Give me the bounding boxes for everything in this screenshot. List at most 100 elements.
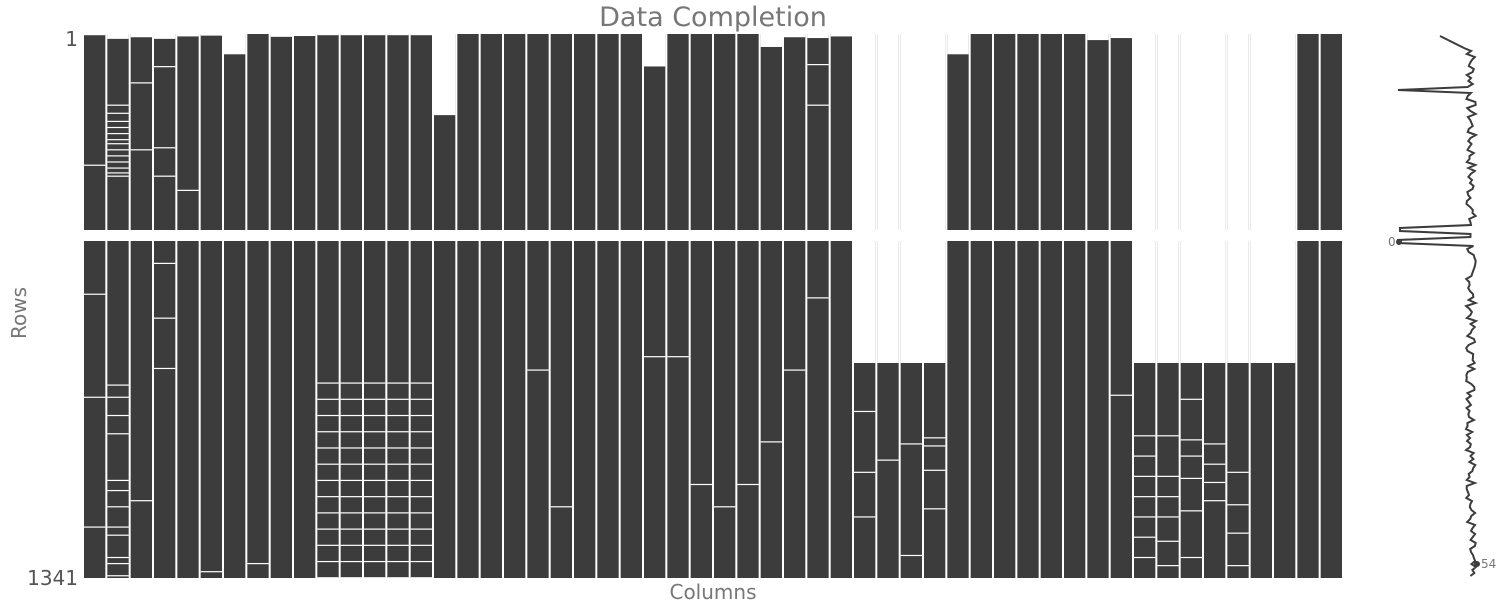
missing-block	[1204, 481, 1226, 484]
missing-block	[270, 34, 292, 37]
missing-block	[644, 356, 666, 358]
missing-block	[317, 577, 339, 579]
sparkline-max-marker	[1474, 561, 1480, 567]
missing-block	[1157, 540, 1179, 542]
missing-block	[784, 369, 806, 371]
missing-block	[364, 431, 386, 433]
missing-block	[1087, 34, 1109, 41]
missing-block	[107, 143, 129, 145]
matrix-column-27	[690, 34, 712, 578]
missing-block	[154, 175, 176, 177]
matrix-column-30	[760, 34, 782, 578]
missing-block	[84, 396, 106, 398]
y-tick-first: 1	[65, 27, 78, 51]
missing-block	[84, 526, 106, 528]
missing-block	[177, 34, 199, 37]
chart-title: Data Completion	[599, 2, 827, 33]
missing-block	[107, 126, 129, 129]
missing-block	[877, 459, 899, 461]
matrix-column-9	[270, 34, 292, 578]
missing-block	[317, 544, 339, 546]
matrix-column-3	[130, 34, 152, 578]
missing-block	[364, 512, 386, 514]
missing-block	[107, 104, 129, 106]
missing-block	[364, 479, 386, 482]
matrix-column-41	[1017, 34, 1039, 578]
missing-block	[317, 560, 339, 563]
missing-block	[714, 506, 736, 508]
missing-block	[527, 369, 549, 371]
missing-block	[1180, 477, 1202, 480]
missing-block	[387, 398, 409, 400]
missing-block	[1134, 455, 1156, 457]
missing-block	[154, 262, 176, 264]
matrix-column-16	[434, 34, 456, 578]
missing-block	[1204, 500, 1226, 502]
matrix-column-6	[200, 34, 222, 578]
matrix-column-40	[994, 34, 1016, 578]
missing-block	[387, 560, 409, 563]
missing-block	[317, 414, 339, 417]
missing-block	[1157, 435, 1179, 437]
missing-block	[224, 34, 246, 55]
matrix-column-12	[340, 34, 362, 578]
matrix-column-43	[1064, 34, 1086, 578]
missing-block	[107, 575, 129, 577]
missing-block	[1180, 510, 1202, 512]
missing-block	[784, 34, 806, 38]
missing-block	[107, 167, 129, 169]
matrix-column-23	[597, 34, 619, 578]
matrix-column-25	[644, 34, 666, 578]
missing-block	[107, 526, 129, 528]
missing-block	[387, 414, 409, 417]
missing-block	[340, 496, 362, 498]
missing-block	[340, 528, 362, 530]
missing-block	[364, 414, 386, 417]
missing-block	[854, 34, 876, 363]
missing-block	[247, 562, 269, 565]
missing-block	[294, 34, 316, 37]
matrix-column-13	[364, 34, 386, 578]
missing-block	[154, 317, 176, 319]
missing-block	[410, 479, 432, 482]
matrix-column-14	[387, 34, 409, 578]
missing-block	[364, 544, 386, 546]
sparkline-min-label: 0	[1388, 235, 1396, 249]
matrix-column-17	[457, 34, 479, 578]
missing-block	[387, 479, 409, 482]
missing-block	[340, 431, 362, 433]
missing-block	[387, 382, 409, 384]
missing-block	[690, 483, 712, 486]
missing-block	[200, 571, 222, 573]
matrix-column-28	[714, 34, 736, 578]
missing-block	[900, 34, 922, 363]
missing-block	[410, 382, 432, 384]
row-separator	[84, 230, 1344, 241]
missing-block	[760, 441, 782, 443]
missing-block	[807, 64, 829, 66]
missing-block	[177, 189, 199, 191]
missing-block	[854, 410, 876, 413]
missing-block	[1180, 398, 1202, 400]
missing-block	[364, 577, 386, 579]
matrix-column-15	[410, 34, 432, 578]
missing-block	[317, 528, 339, 530]
missing-block	[410, 528, 432, 530]
missing-block	[1134, 496, 1156, 498]
missing-block	[107, 120, 129, 123]
missing-block	[340, 463, 362, 465]
missing-block	[807, 34, 829, 39]
missing-block	[387, 34, 409, 36]
missing-block	[107, 149, 129, 151]
missing-block	[1227, 532, 1249, 534]
missing-block	[340, 577, 362, 579]
missing-block	[1204, 34, 1226, 363]
matrix-column-44	[1087, 34, 1109, 578]
missing-block	[410, 34, 432, 36]
missing-block	[387, 512, 409, 514]
matrix-column-45	[1110, 34, 1132, 578]
missing-block	[1227, 565, 1249, 567]
x-axis-label: Columns	[669, 580, 757, 604]
missing-block	[1180, 556, 1202, 559]
missing-block	[154, 34, 176, 39]
